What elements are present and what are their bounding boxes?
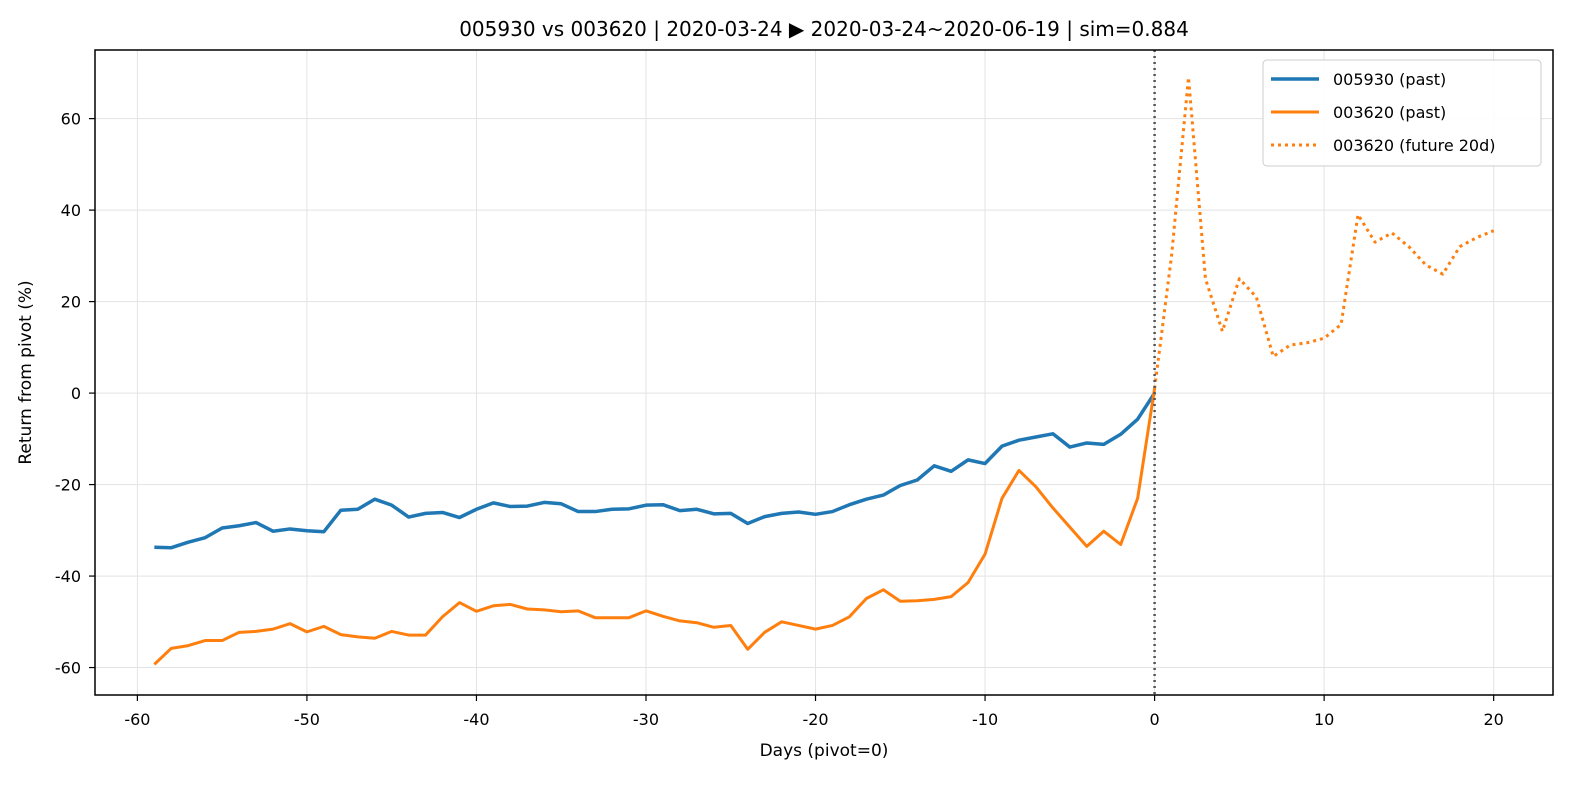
axes-ticks: -60 -50 -40 -30 -20 -10 0 10 20 -60 -40 -20 0 20 40 60 <box>55 110 1504 729</box>
y-tick-label: 40 <box>61 201 81 220</box>
x-tick-label: 10 <box>1314 710 1334 729</box>
x-tick-label: -20 <box>802 710 828 729</box>
series-line-2 <box>1153 75 1495 389</box>
y-tick-label: -60 <box>55 659 81 678</box>
legend-box <box>1262 59 1542 167</box>
x-tick-label: -60 <box>124 710 150 729</box>
y-tick-label: -40 <box>55 567 81 586</box>
legend: 005930 (past) 003620 (past) 003620 (future… <box>1262 59 1542 167</box>
legend-label-2: 003620 (future 20d) <box>1333 136 1496 155</box>
legend-label-1: 003620 (past) <box>1333 103 1446 122</box>
y-tick-label: -20 <box>55 476 81 495</box>
x-tick-label: -10 <box>972 710 998 729</box>
x-tick-label: -40 <box>463 710 489 729</box>
legend-label-0: 005930 (past) <box>1333 70 1446 89</box>
series-line-0 <box>154 392 1157 550</box>
x-tick-label: -50 <box>294 710 320 729</box>
y-tick-label: 60 <box>61 110 81 129</box>
plot-area-frame <box>94 49 1554 696</box>
y-tick-label: 20 <box>61 293 81 312</box>
y-axis-label: Return from pivot (%) <box>16 280 36 464</box>
y-tick-label: 0 <box>71 384 81 403</box>
x-axis-label: Days (pivot=0) <box>760 741 889 761</box>
chart-title: 005930 vs 003620 | 2020-03-24 ▶ 2020-03-… <box>459 17 1189 41</box>
x-tick-label: 0 <box>1149 710 1159 729</box>
series-line-1 <box>153 388 1157 666</box>
x-tick-label: 20 <box>1483 710 1503 729</box>
x-tick-label: -30 <box>633 710 659 729</box>
series-layer <box>153 75 1495 666</box>
